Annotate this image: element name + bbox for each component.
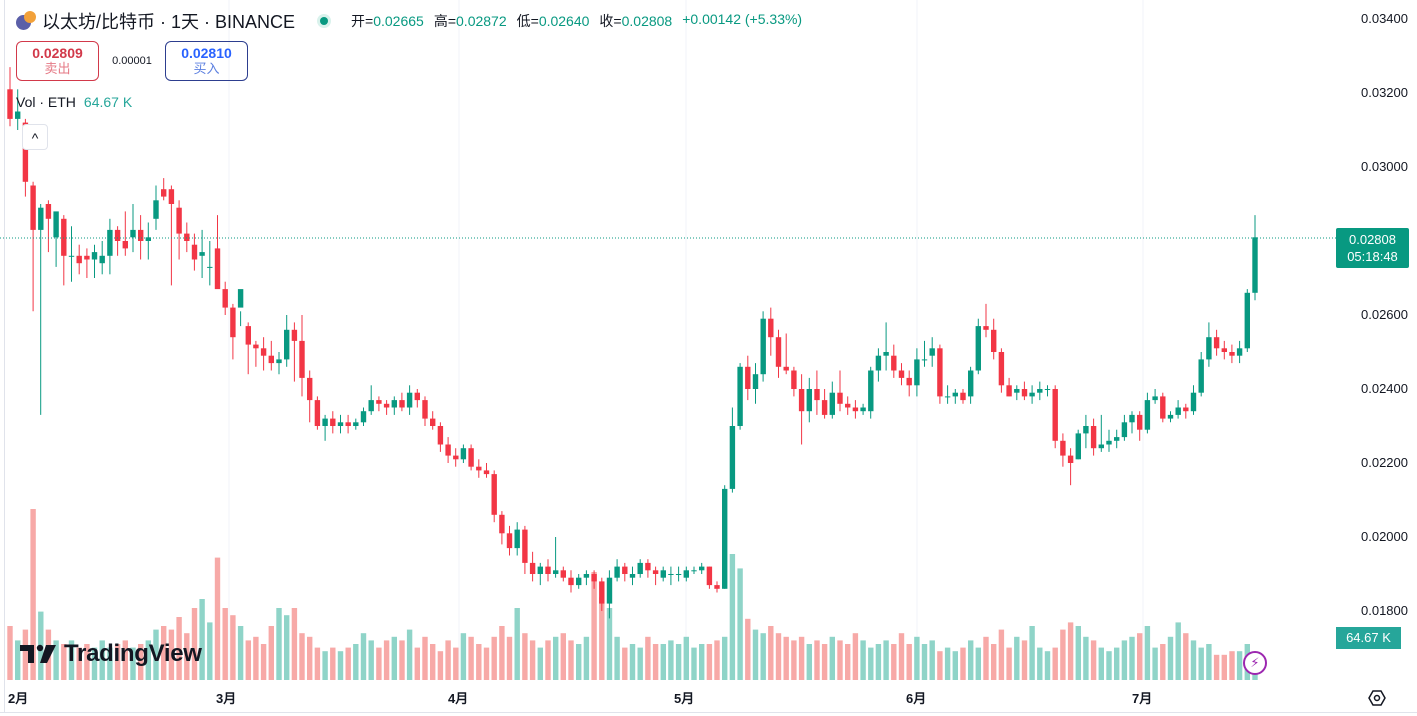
symbol-title[interactable]: 以太坊/比特币 · 1天 · BINANCE	[42, 12, 296, 32]
time-tick: 3月	[216, 691, 237, 706]
volume-badge: 64.67 K	[1336, 627, 1401, 649]
time-tick: 4月	[448, 691, 469, 706]
close-label: 收=	[599, 13, 622, 29]
open-label: 开=	[351, 13, 374, 29]
low-value: 0.02640	[538, 13, 590, 29]
bar-countdown: 05:18:48	[1347, 249, 1398, 264]
lightning-icon[interactable]: ⚡	[1243, 651, 1267, 675]
collapse-legend-button[interactable]: ^	[22, 124, 48, 150]
settings-gear-icon[interactable]	[1368, 689, 1386, 707]
time-tick: 7月	[1132, 691, 1153, 706]
last-price-value: 0.02808	[1349, 232, 1396, 247]
price-tick: 0.02000	[1361, 529, 1408, 544]
chart-left-border	[4, 0, 5, 712]
time-tick: 5月	[674, 691, 695, 706]
price-tick: 0.02600	[1361, 307, 1408, 322]
sell-button[interactable]: 0.02809 卖出	[16, 41, 99, 81]
trade-panel: 0.02809 卖出 0.00001 0.02810 买入	[16, 41, 248, 81]
eth-btc-symbol-icon	[16, 11, 36, 31]
price-tick: 0.03000	[1361, 159, 1408, 174]
buy-label: 买入	[193, 61, 220, 76]
high-label: 高=	[433, 13, 457, 29]
high-value: 0.02872	[456, 13, 507, 29]
tradingview-logo-icon	[20, 644, 56, 663]
price-axis[interactable]: 0.03400 0.03200 0.03000 0.02600 0.02400 …	[1336, 0, 1417, 690]
sell-price: 0.02809	[32, 45, 83, 61]
ohlc-legend: 开=0.02665 高=0.02872 低=0.02640 收=0.02808 …	[351, 11, 802, 31]
axis-divider	[0, 712, 1417, 713]
volume-legend: Vol · ETH 64.67 K	[16, 94, 132, 110]
price-tick: 0.02200	[1361, 455, 1408, 470]
low-label: 低=	[516, 13, 539, 29]
time-tick: 2月	[8, 691, 29, 706]
market-open-status-icon	[317, 14, 332, 28]
close-value: 0.02808	[621, 13, 673, 29]
logo-text: TradingView	[64, 640, 202, 667]
time-tick: 6月	[906, 691, 927, 706]
price-tick: 0.01800	[1361, 603, 1408, 618]
volume-label: Vol · ETH	[16, 94, 76, 110]
volume-value: 64.67 K	[83, 94, 133, 110]
price-tick: 0.02400	[1361, 381, 1408, 396]
sell-label: 卖出	[44, 61, 71, 76]
price-tick: 0.03400	[1361, 11, 1408, 26]
open-value: 0.02665	[373, 13, 424, 29]
spread-value: 0.00001	[112, 55, 152, 67]
chart-header: 以太坊/比特币 · 1天 · BINANCE 开=0.02665 高=0.028…	[16, 8, 802, 34]
buy-button[interactable]: 0.02810 买入	[165, 41, 248, 81]
tradingview-logo[interactable]: TradingView	[20, 640, 202, 668]
chevron-up-icon: ^	[31, 130, 39, 146]
last-price-badge: 0.02808 05:18:48	[1336, 228, 1409, 268]
price-tick: 0.03200	[1361, 85, 1408, 100]
buy-price: 0.02810	[181, 45, 232, 61]
change-value: +0.00142 (+5.33%)	[682, 11, 803, 27]
